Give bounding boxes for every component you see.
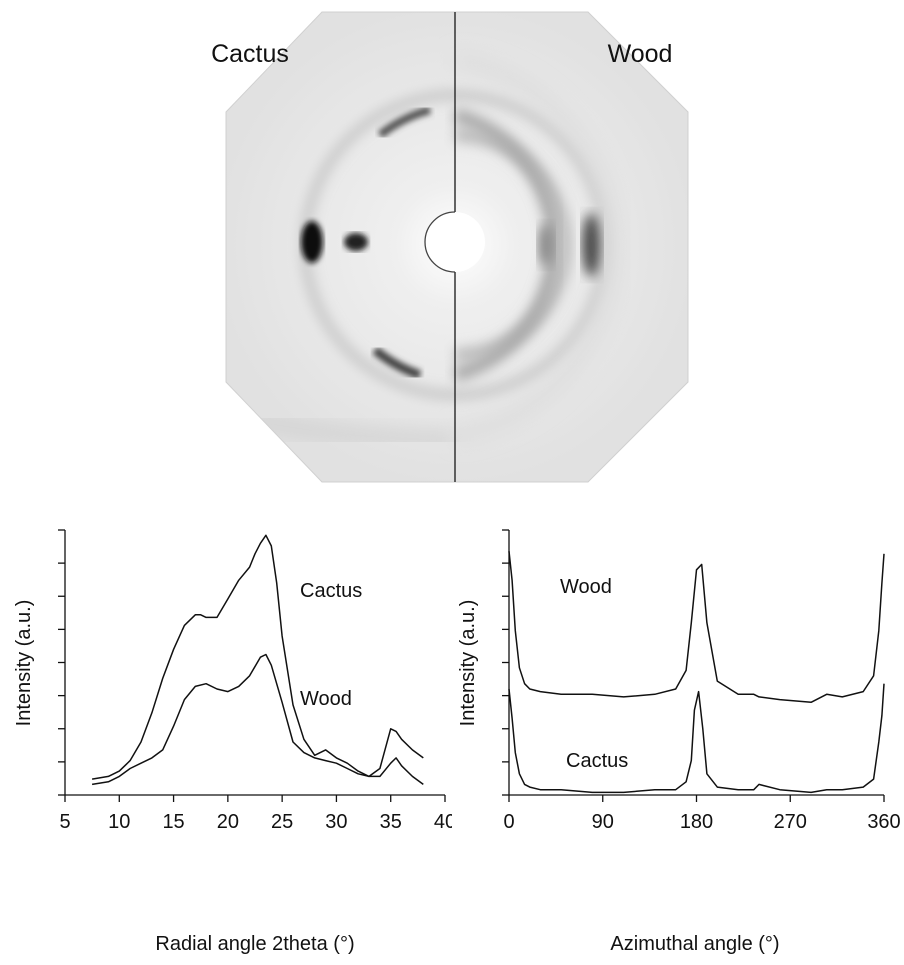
diffraction-pattern-image: Cactus Wood (211, 11, 689, 483)
diffraction-octagon (226, 12, 688, 482)
x-tick-label: 180 (680, 811, 713, 833)
x-tick-label: 15 (162, 811, 184, 833)
x-tick-label: 30 (325, 811, 347, 833)
x-tick-label: 0 (503, 811, 514, 833)
series-line-wood (91, 653, 424, 786)
x-tick-label: 20 (217, 811, 239, 833)
y-axis-label: Intensity (a.u.) (13, 600, 35, 727)
series-line-cactus (508, 683, 885, 794)
x-axis-label: Azimuthal angle (°) (610, 933, 779, 955)
cactus-equatorial-reflection-inner (344, 233, 368, 251)
x-axis-label: Radial angle 2theta (°) (155, 933, 354, 955)
cactus-equatorial-reflection-outer (301, 221, 323, 263)
series-label-wood: Wood (300, 688, 352, 710)
x-tick-label: 25 (271, 811, 293, 833)
series-label-cactus: Cactus (566, 750, 628, 772)
y-axis-label: Intensity (a.u.) (457, 600, 479, 727)
x-tick-label: 40 (434, 811, 452, 833)
radial-profile-chart: 5 10 15 20 25 30 35 40 Intensity (a.u.) Radial … (13, 529, 452, 955)
series-line-cactus (91, 534, 424, 780)
x-tick-label: 10 (108, 811, 130, 833)
x-tick-label: 270 (774, 811, 807, 833)
x-tick-label: 360 (867, 811, 900, 833)
azimuthal-profile-chart: 0 90 180 270 360 Intensity (a.u.) Azimuthal … (457, 529, 901, 955)
series-line-wood (508, 551, 885, 704)
x-tick-label: 35 (380, 811, 402, 833)
beam-stop (425, 212, 485, 272)
x-tick-label: 5 (59, 811, 70, 833)
series-label-wood: Wood (560, 576, 612, 598)
diffraction-label-cactus: Cactus (211, 40, 289, 68)
diffraction-label-wood: Wood (608, 40, 673, 68)
x-tick-label: 90 (592, 811, 614, 833)
series-label-cactus: Cactus (300, 580, 362, 602)
